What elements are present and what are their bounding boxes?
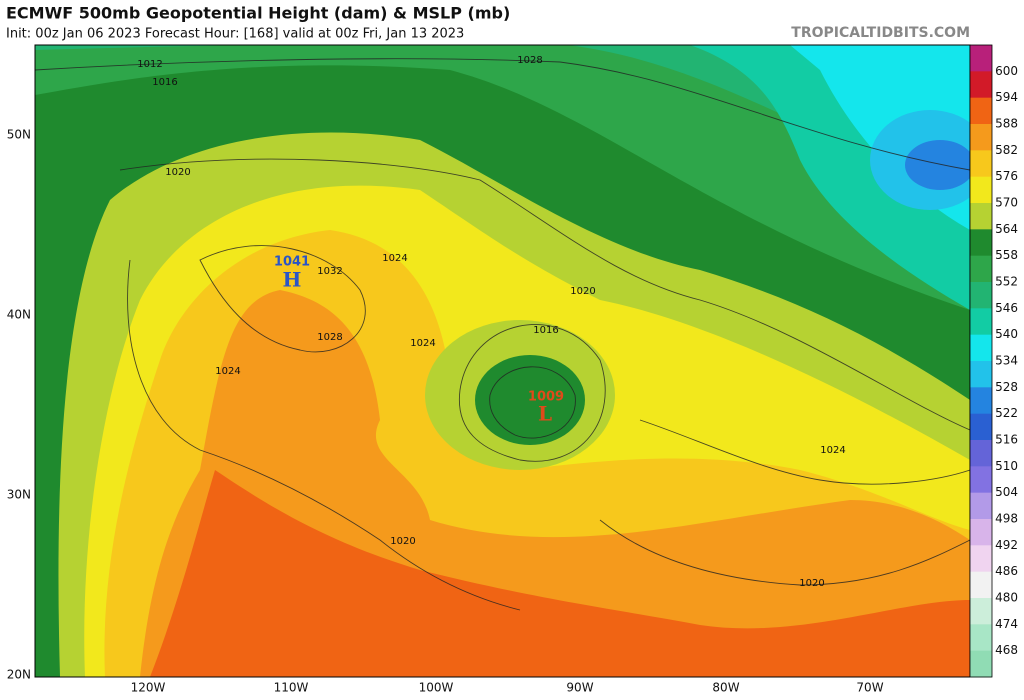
- isobar-label: 1024: [382, 253, 407, 264]
- isobar-label: 1024: [410, 338, 435, 349]
- colorbar-segment: [970, 598, 992, 625]
- isobar-label: 1024: [820, 445, 845, 456]
- high-pressure: 1041: [274, 255, 310, 270]
- lat-label: 40N: [7, 308, 31, 322]
- colorbar-segment: [970, 545, 992, 573]
- colorbar-segment: [970, 308, 992, 336]
- isobar-label: 1028: [517, 55, 542, 66]
- colorbar-label: 474: [995, 617, 1018, 631]
- colorbar-segment: [970, 282, 992, 309]
- subtitle: Init: 00z Jan 06 2023 Forecast Hour: [16…: [6, 27, 464, 42]
- lat-label: 20N: [7, 668, 31, 682]
- colorbar-label: 504: [995, 485, 1018, 499]
- isobar-label: 1020: [799, 578, 824, 589]
- colorbar-label: 564: [995, 222, 1018, 236]
- high-symbol: H: [283, 268, 302, 292]
- isobar-label: 1016: [533, 325, 558, 336]
- colorbar-segment: [970, 413, 992, 441]
- isobar-label: 1016: [152, 77, 177, 88]
- lon-label: 80W: [712, 681, 739, 695]
- colorbar-label: 480: [995, 591, 1018, 605]
- low-symbol: L: [538, 402, 552, 426]
- colorbar-label: 486: [995, 564, 1018, 578]
- colorbar-label: 582: [995, 143, 1018, 157]
- colorbar-segment: [970, 334, 992, 362]
- colorbar-segment: [970, 124, 992, 151]
- isobar-label: 1012: [137, 59, 162, 70]
- colorbar-label: 546: [995, 301, 1018, 315]
- colorbar-label: 498: [995, 512, 1018, 526]
- lon-label: 120W: [131, 681, 166, 695]
- colorbar-segment: [970, 624, 992, 652]
- isobar-label: 1020: [165, 167, 190, 178]
- isobar-label: 1020: [390, 536, 415, 547]
- lon-label: 90W: [566, 681, 593, 695]
- lat-label: 50N: [7, 128, 31, 142]
- colorbar-segment: [970, 45, 992, 72]
- lat-label: 30N: [7, 488, 31, 502]
- colorbar-segment: [970, 571, 992, 599]
- isobar-label: 1020: [570, 286, 595, 297]
- colorbar-label: 576: [995, 169, 1018, 183]
- colorbar-segment: [970, 97, 992, 125]
- lon-label: 70W: [856, 681, 883, 695]
- map-field: [35, 45, 970, 677]
- colorbar-label: 516: [995, 433, 1018, 447]
- colorbar-label: 594: [995, 90, 1018, 104]
- colorbar-segment: [970, 361, 992, 388]
- colorbar-segment: [970, 492, 992, 520]
- colorbar-label: 534: [995, 354, 1018, 368]
- colorbar-segment: [970, 229, 992, 257]
- colorbar-segment: [970, 255, 992, 283]
- colorbar-label: 492: [995, 538, 1018, 552]
- colorbar-label: 528: [995, 380, 1018, 394]
- colorbar-segment: [970, 519, 992, 546]
- colorbar-label: 570: [995, 196, 1018, 210]
- isobar-label: 1024: [215, 366, 240, 377]
- colorbar-label: 552: [995, 275, 1018, 289]
- lon-label: 100W: [419, 681, 454, 695]
- colorbar-label: 540: [995, 327, 1018, 341]
- colorbar-segment: [970, 150, 992, 178]
- lon-label: 110W: [274, 681, 309, 695]
- colorbar-segment: [970, 203, 992, 230]
- colorbar-segment: [970, 650, 992, 678]
- colorbar-segment: [970, 71, 992, 99]
- colorbar-label: 558: [995, 248, 1018, 262]
- colorbar-segment: [970, 176, 992, 204]
- watermark: TROPICALTIDBITS.COM: [791, 25, 970, 41]
- colorbar-segment: [970, 387, 992, 415]
- isobar-label: 1028: [317, 332, 342, 343]
- colorbar-segment: [970, 440, 992, 467]
- colorbar-label: 522: [995, 406, 1018, 420]
- colorbar-frame: [969, 44, 993, 678]
- colorbar-segment: [970, 466, 992, 494]
- colorbar-label: 588: [995, 117, 1018, 131]
- colorbar-label: 468: [995, 643, 1018, 657]
- low-pressure: 1009: [528, 390, 564, 405]
- title: ECMWF 500mb Geopotential Height (dam) & …: [6, 4, 510, 23]
- isobar-label: 1032: [317, 266, 342, 277]
- colorbar-label: 510: [995, 459, 1018, 473]
- colorbar-label: 600: [995, 64, 1018, 78]
